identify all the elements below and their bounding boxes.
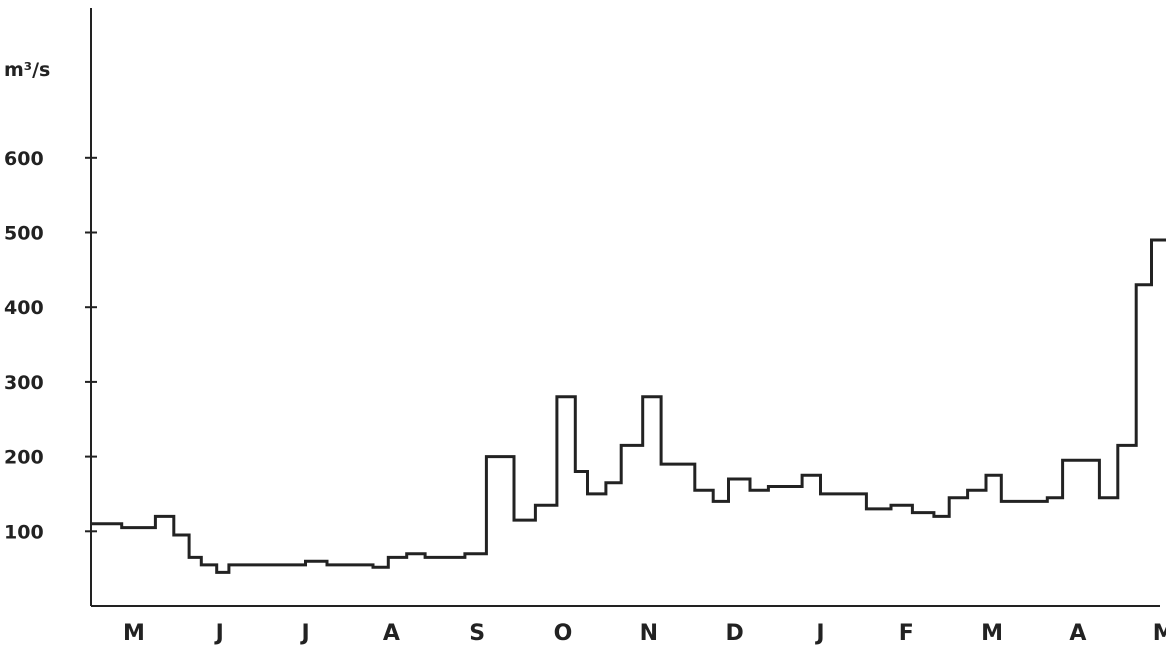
x-tick-label: J	[299, 621, 309, 646]
x-tick-label: S	[469, 621, 485, 646]
y-tick-label: 500	[4, 223, 44, 245]
x-tick-label: M	[1153, 621, 1166, 646]
x-tick-label: F	[899, 621, 914, 646]
x-tick-label: A	[1069, 621, 1086, 646]
y-axis-ticks: 100 200 300 400 500 600	[4, 148, 97, 543]
x-tick-label: J	[814, 621, 824, 646]
x-tick-label: O	[554, 621, 573, 646]
x-tick-label: M	[123, 621, 145, 646]
x-tick-label: J	[214, 621, 224, 646]
x-axis-month-labels: MJJASONDJFMAMJ	[123, 621, 1166, 646]
x-tick-label: D	[726, 621, 744, 646]
discharge-series-line	[91, 238, 1166, 574]
y-axis-unit-label: m³/s	[4, 59, 50, 81]
y-tick-label: 200	[4, 447, 44, 469]
x-tick-label: A	[383, 621, 400, 646]
x-tick-label: M	[981, 621, 1003, 646]
y-tick-label: 600	[4, 148, 44, 170]
y-tick-label: 100	[4, 521, 44, 543]
y-tick-label: 400	[4, 297, 44, 319]
y-tick-label: 300	[4, 372, 44, 394]
x-tick-label: N	[640, 621, 658, 646]
